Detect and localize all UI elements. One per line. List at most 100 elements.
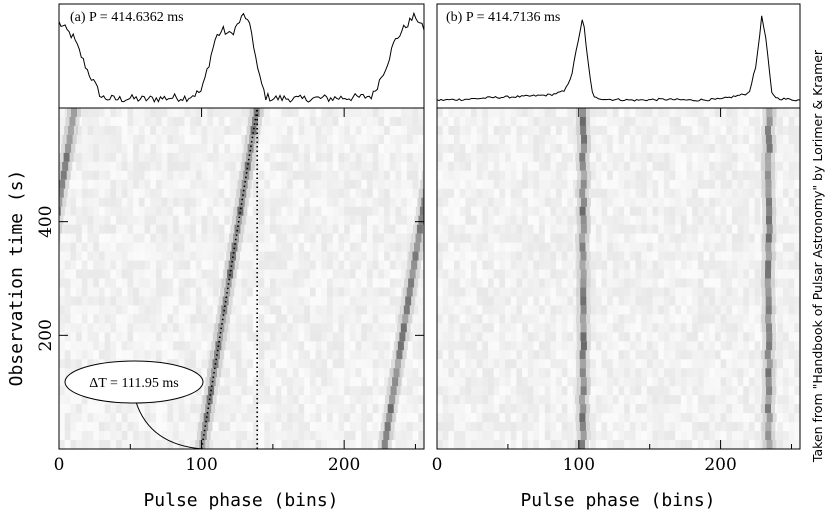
heatmap-cell (144, 278, 151, 289)
heatmap-cell (516, 242, 523, 253)
heatmap-cell (212, 404, 220, 414)
heatmap-cell (384, 188, 391, 199)
heatmap-cell (748, 170, 756, 181)
heatmap-cell (567, 305, 574, 315)
heatmap-cell (550, 206, 557, 217)
heatmap-cell (635, 224, 642, 235)
heatmap-cell (488, 305, 495, 315)
pulse-mark (395, 359, 401, 369)
heatmap-cell (714, 305, 722, 315)
heatmap-cell (104, 188, 111, 199)
heatmap-cell (737, 108, 744, 118)
heatmap-cell (771, 314, 778, 324)
heatmap-cell (488, 206, 495, 217)
heatmap-cell (561, 170, 569, 181)
heatmap-cell (533, 242, 540, 253)
heatmap-cell (64, 440, 71, 449)
heatmap-cell (87, 260, 94, 271)
heatmap-cell (201, 323, 208, 333)
heatmap-cell (680, 242, 688, 253)
heatmap-cell (287, 413, 294, 423)
heatmap-cell (680, 278, 688, 289)
heatmap-cell (714, 287, 722, 298)
heatmap-cell (287, 314, 294, 324)
heatmap-cell (794, 350, 800, 360)
heatmap-cell (412, 395, 419, 405)
heatmap-cell (93, 116, 100, 127)
heatmap-cell (471, 314, 478, 324)
heatmap-cell (127, 350, 134, 360)
heatmap-cell (247, 224, 254, 235)
heatmap-cell (782, 386, 790, 396)
heatmap-cell (584, 170, 591, 181)
heatmap-cell (527, 287, 535, 298)
heatmap-cell (748, 305, 756, 315)
heatmap-cell (344, 440, 351, 449)
heatmap-cell (499, 233, 506, 244)
heatmap-cell (652, 108, 659, 118)
x-tick-label: 0 (54, 455, 65, 475)
heatmap-cell (104, 269, 111, 280)
heatmap-cell (448, 287, 455, 298)
heatmap-cell (247, 341, 254, 351)
heatmap-cell (561, 377, 569, 387)
pulse-mark (202, 422, 209, 432)
heatmap-cell (590, 395, 597, 405)
pulse-halo (576, 251, 591, 262)
heatmap-cell (658, 269, 665, 280)
heatmap-cell (737, 161, 744, 172)
heatmap-cell (476, 377, 483, 387)
heatmap-cell (87, 108, 94, 118)
heatmap-cell (595, 215, 603, 226)
heatmap-cell (150, 197, 157, 208)
heatmap-cell (127, 242, 134, 253)
heatmap-cell (275, 341, 283, 351)
heatmap-cell (304, 134, 311, 145)
heatmap-cell (372, 341, 379, 351)
heatmap-cell (327, 161, 334, 172)
pulse-mark (422, 188, 424, 199)
heatmap-cell (743, 368, 750, 378)
heatmap-cell (454, 386, 461, 396)
heatmap-cell (418, 395, 424, 405)
heatmap-cell (771, 269, 778, 280)
heatmap-cell (355, 152, 362, 163)
heatmap-cell (292, 188, 300, 199)
pulse-halo (576, 224, 591, 235)
heatmap-cell (201, 332, 208, 342)
heatmap-cell (590, 314, 597, 324)
heatmap-cell (195, 431, 203, 441)
heatmap-cell (275, 116, 283, 127)
heatmap-cell (448, 314, 455, 324)
heatmap-cell (748, 116, 756, 127)
heatmap-cell (110, 161, 117, 172)
heatmap-cell (116, 233, 123, 244)
heatmap-cell (459, 341, 466, 351)
heatmap-cell (556, 116, 563, 127)
heatmap-cell (658, 395, 665, 405)
heatmap-cell (372, 323, 379, 333)
heatmap-cell (384, 287, 391, 298)
heatmap-cell (595, 404, 603, 414)
heatmap-cell (743, 350, 750, 360)
heatmap-cell (235, 179, 243, 190)
pulse-mark (580, 359, 587, 369)
heatmap-cell (241, 440, 248, 449)
heatmap-cell (629, 188, 637, 199)
heatmap-cell (465, 206, 472, 217)
heatmap-cell (720, 233, 727, 244)
heatmap-cell (459, 224, 466, 235)
heatmap-cell (601, 116, 608, 127)
heatmap-cell (309, 143, 317, 154)
heatmap-cell (459, 170, 466, 181)
heatmap-cell (680, 377, 688, 387)
heatmap-cell (669, 269, 676, 280)
heatmap-cell (93, 278, 100, 289)
heatmap-cell (366, 224, 374, 235)
heatmap-cell (98, 179, 106, 190)
heatmap-cell (87, 314, 94, 324)
heatmap-cell (98, 314, 106, 324)
pulse-halo (248, 116, 262, 127)
heatmap-cell (184, 440, 191, 449)
heatmap-cell (709, 368, 716, 378)
